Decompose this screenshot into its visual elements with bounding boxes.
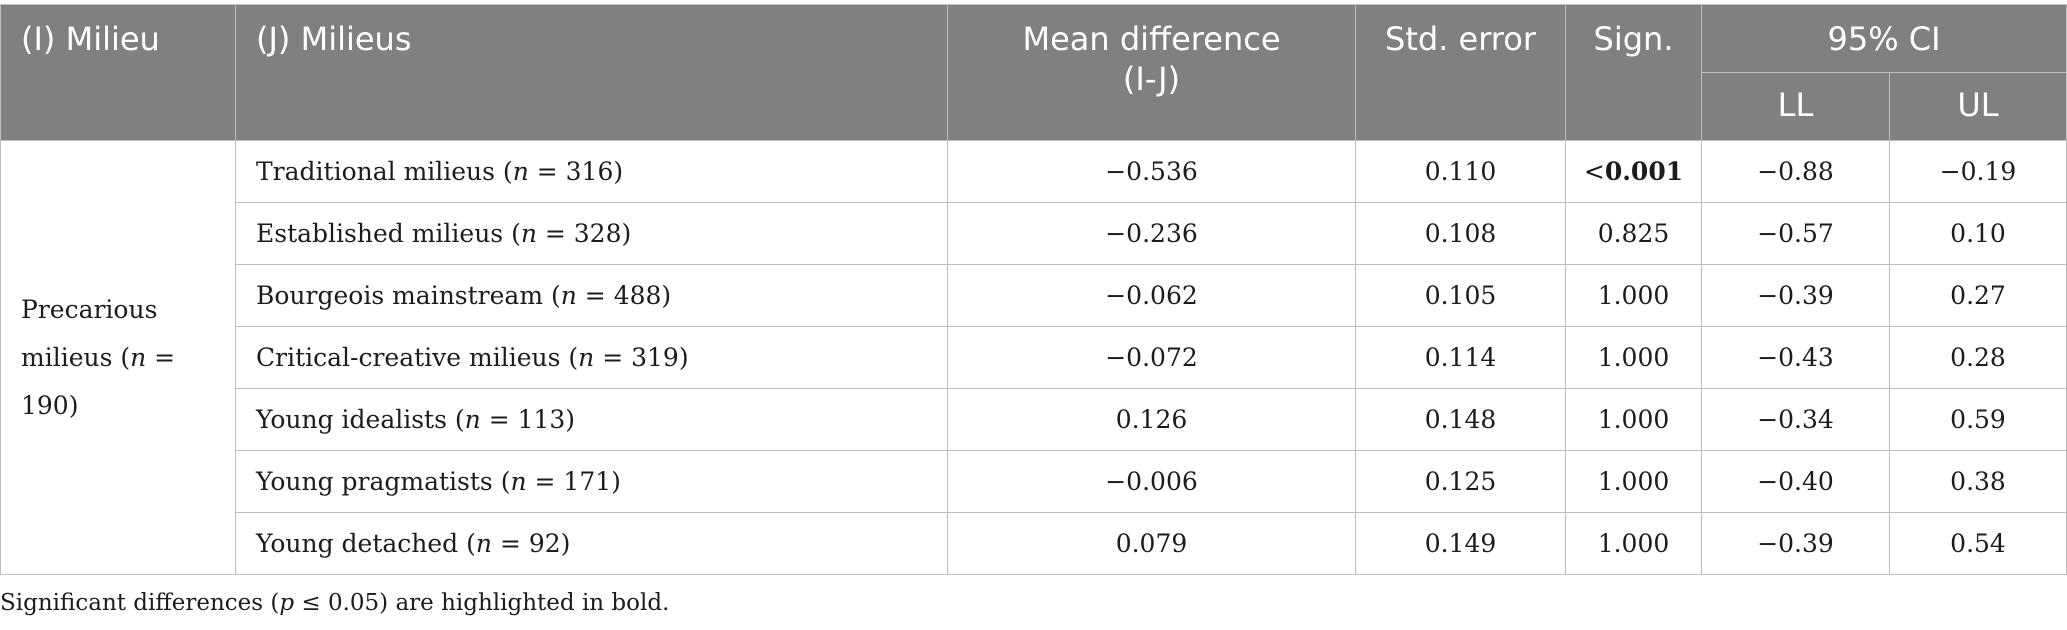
row-std-error: 0.108 [1355, 202, 1566, 265]
row-sign: 1.000 [1565, 450, 1702, 513]
row-ll: −0.43 [1701, 326, 1890, 389]
table-row: Young idealists (n = 113) 0.126 0.148 1.… [1, 388, 2067, 451]
row-mean-diff: −0.072 [947, 326, 1356, 389]
table-row: Bourgeois mainstream (n = 488) −0.062 0.… [1, 264, 2067, 327]
header-ul: UL [1888, 72, 2067, 141]
row-ul: 0.10 [1888, 202, 2067, 265]
row-ll: −0.88 [1701, 140, 1890, 203]
header-std-error: Std. error [1355, 4, 1566, 141]
row-sign: 1.000 [1565, 264, 1702, 327]
row-n-symbol: n [520, 219, 537, 248]
footnote-condition: ≤ 0.05) are highlighted in bold. [294, 590, 670, 616]
table-row: Established milieus (n = 328) −0.236 0.1… [1, 202, 2067, 265]
row-ul: 0.38 [1888, 450, 2067, 513]
group-label-line1: Precarious [21, 294, 158, 324]
row-sign: 1.000 [1565, 388, 1702, 451]
row-sign: 0.825 [1565, 202, 1702, 265]
row-milieu: Established milieus (n = 328) [235, 202, 948, 265]
row-sign: <0.001 [1565, 140, 1702, 203]
row-ll: −0.39 [1701, 512, 1890, 575]
header-mean-difference-line1: Mean difference [1022, 20, 1281, 58]
row-std-error: 0.105 [1355, 264, 1566, 327]
row-n-symbol: n [578, 343, 595, 372]
row-mean-diff: −0.062 [947, 264, 1356, 327]
header-mean-difference: Mean difference (I-J) [947, 4, 1356, 141]
row-n-symbol: n [475, 529, 492, 558]
row-milieu: Young idealists (n = 113) [235, 388, 948, 451]
table-header: (I) Milieu (J) Milieus Mean difference (… [0, 4, 2067, 141]
header-i-milieu: (I) Milieu [0, 4, 236, 141]
post-hoc-comparison-table: (I) Milieu (J) Milieus Mean difference (… [0, 4, 2067, 575]
row-mean-diff: 0.079 [947, 512, 1356, 575]
row-milieu-name: Bourgeois mainstream ( [256, 281, 561, 310]
row-n-symbol: n [464, 405, 481, 434]
row-ul: 0.54 [1888, 512, 2067, 575]
row-milieu-name: Established milieus ( [256, 219, 521, 248]
group-label-line2-prefix: milieus ( [21, 342, 131, 372]
header-mean-difference-line2: (I-J) [1122, 60, 1181, 98]
row-ul: 0.28 [1888, 326, 2067, 389]
row-n-value: = 319) [594, 343, 689, 372]
row-std-error: 0.148 [1355, 388, 1566, 451]
table-body: Precarious milieus (n = 190) Traditional… [0, 140, 2067, 575]
row-std-error: 0.114 [1355, 326, 1566, 389]
row-sign-prefix: < [1583, 157, 1605, 186]
row-milieu: Traditional milieus (n = 316) [235, 140, 948, 203]
group-n-value: = 190) [21, 342, 176, 420]
row-mean-diff: −0.536 [947, 140, 1356, 203]
footnote-prefix: Significant differences ( [0, 590, 280, 616]
row-milieu: Critical-creative milieus (n = 319) [235, 326, 948, 389]
row-n-value: = 92) [492, 529, 571, 558]
row-ul: −0.19 [1888, 140, 2067, 203]
row-n-value: = 113) [480, 405, 576, 434]
row-milieu: Bourgeois mainstream (n = 488) [235, 264, 948, 327]
row-mean-diff: 0.126 [947, 388, 1356, 451]
header-sign: Sign. [1565, 4, 1702, 141]
row-milieu-name: Traditional milieus ( [256, 157, 513, 186]
header-95-ci: 95% CI [1700, 4, 2067, 73]
table-footnote: Significant differences (p ≤ 0.05) are h… [0, 590, 669, 616]
row-std-error: 0.149 [1355, 512, 1566, 575]
table-row: Critical-creative milieus (n = 319) −0.0… [1, 326, 2067, 389]
row-n-symbol: n [512, 157, 529, 186]
row-std-error: 0.125 [1355, 450, 1566, 513]
row-milieu-name: Young pragmatists ( [256, 467, 511, 496]
header-ll: LL [1701, 72, 1890, 141]
row-n-symbol: n [510, 467, 527, 496]
group-n-symbol: n [130, 342, 147, 372]
row-n-symbol: n [560, 281, 577, 310]
row-milieu-name: Critical-creative milieus ( [256, 343, 579, 372]
row-milieu-name: Young idealists ( [256, 405, 465, 434]
row-milieu: Young pragmatists (n = 171) [235, 450, 948, 513]
row-mean-diff: −0.006 [947, 450, 1356, 513]
row-std-error: 0.110 [1355, 140, 1566, 203]
row-milieu: Young detached (n = 92) [235, 512, 948, 575]
row-sign: 1.000 [1565, 326, 1702, 389]
table-row: Precarious milieus (n = 190) Traditional… [0, 140, 2067, 575]
row-ll: −0.39 [1701, 264, 1890, 327]
row-n-value: = 488) [576, 281, 672, 310]
row-ll: −0.57 [1701, 202, 1890, 265]
row-ll: −0.40 [1701, 450, 1890, 513]
table-row: Young pragmatists (n = 171) −0.006 0.125… [1, 450, 2067, 513]
table-row: Young detached (n = 92) 0.079 0.149 1.00… [1, 512, 2067, 575]
row-milieu-name: Young detached ( [256, 529, 476, 558]
row-sign: 1.000 [1565, 512, 1702, 575]
row-ul: 0.59 [1888, 388, 2067, 451]
row-n-value: = 171) [526, 467, 621, 496]
row-sign-value: 0.001 [1604, 157, 1684, 186]
row-ll: −0.34 [1701, 388, 1890, 451]
header-j-milieus: (J) Milieus [235, 4, 948, 141]
row-n-value: = 328) [536, 219, 632, 248]
footnote-p-symbol: p [279, 590, 295, 616]
row-ul: 0.27 [1888, 264, 2067, 327]
row-n-value: = 316) [528, 157, 624, 186]
group-label-precarious: Precarious milieus (n = 190) [0, 140, 236, 575]
row-mean-diff: −0.236 [947, 202, 1356, 265]
